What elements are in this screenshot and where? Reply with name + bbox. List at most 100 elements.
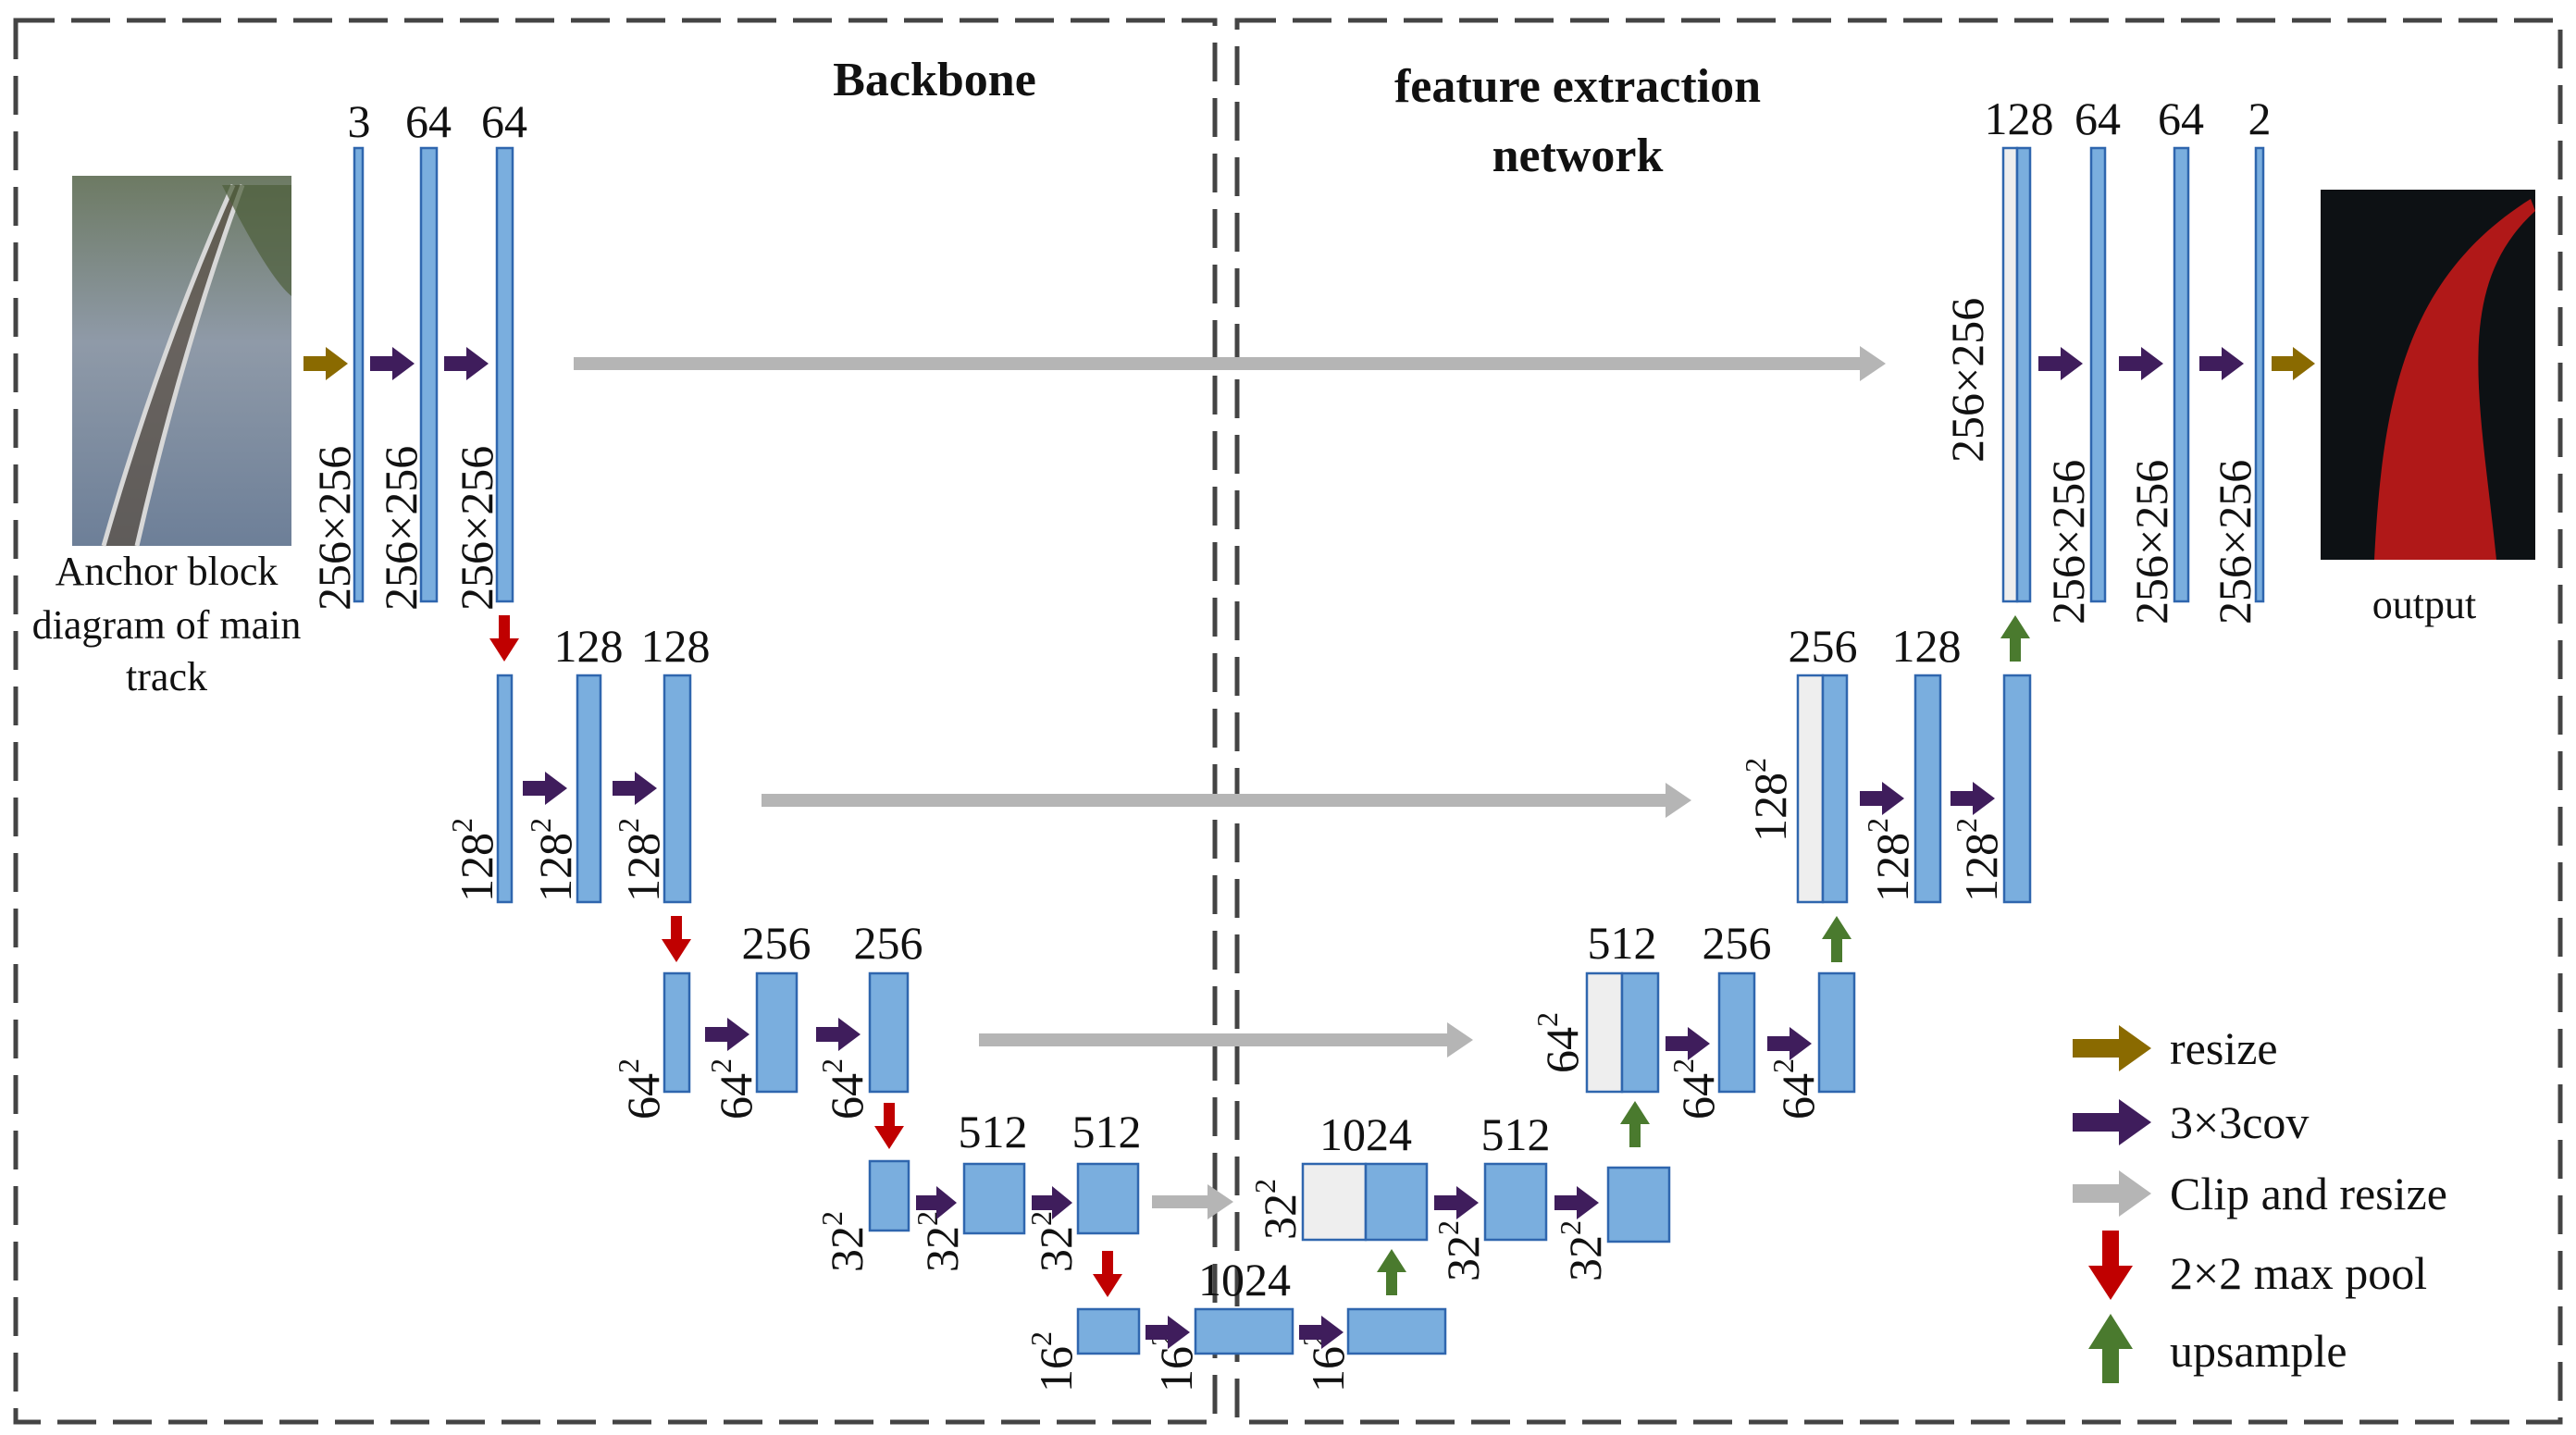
conv-arrow-dec3-1: [1666, 1027, 1710, 1060]
enc2-size-2: 1282: [524, 818, 581, 902]
enc1-channel-3: 64: [481, 95, 527, 147]
backbone-border: [13, 18, 1218, 1425]
enc2-size-1: 1282: [445, 818, 502, 902]
legend-resize-icon: [2073, 1025, 2151, 1071]
conv-arrow-enc3-1: [705, 1018, 749, 1051]
enc3-size-2: 642: [704, 1058, 762, 1120]
enc1-block-3: [495, 146, 514, 603]
feature-network-title-line2: network: [1492, 130, 1664, 182]
dec4-size-3: 322: [1554, 1220, 1611, 1281]
dec1-block-2: [2089, 146, 2107, 603]
dec1-channel-4: 2: [2248, 93, 2272, 144]
legend-conv-icon: [2073, 1099, 2151, 1145]
enc1-size-3: 256×256: [451, 446, 502, 611]
dec3-block-1: [1620, 971, 1660, 1094]
legend-clip-label: Clip and resize: [2170, 1168, 2447, 1219]
bottleneck-block-2: [1194, 1307, 1294, 1355]
enc2-channel-1: 128: [554, 620, 624, 672]
skip-arrow-level2: [762, 783, 1691, 818]
enc1-size-1: 256×256: [308, 446, 360, 611]
dec4-block-1: [1364, 1162, 1429, 1242]
conv-arrow-dec4-1: [1434, 1186, 1479, 1219]
enc2-block-3: [663, 674, 692, 904]
resize-arrow-input: [303, 347, 348, 380]
dec1-copy-block: [2001, 146, 2019, 603]
enc4-block-1: [868, 1159, 910, 1232]
dec4-block-2: [1483, 1162, 1548, 1242]
dec2-size-2: 1282: [1861, 818, 1918, 902]
dec3-copy-block: [1585, 971, 1624, 1094]
dec2-block-2: [1913, 674, 1942, 904]
dec1-block-3: [2173, 146, 2190, 603]
upsample-arrow-1: [1377, 1249, 1406, 1295]
dec1-block-1: [2015, 146, 2032, 603]
dec1-size-2: 256×256: [2042, 460, 2094, 625]
skip-arrow-level4: [1152, 1184, 1233, 1219]
conv-arrow-dec2-2: [1951, 782, 1995, 815]
enc3-size-3: 642: [815, 1058, 873, 1120]
conv-arrow-enc4-1: [916, 1186, 957, 1219]
enc1-channel-1: 3: [348, 95, 371, 147]
conv-arrow-bottleneck-1: [1146, 1316, 1190, 1349]
dec4-copy-block: [1301, 1162, 1368, 1242]
dec1-size-4: 256×256: [2209, 460, 2260, 625]
pool-arrow-3: [874, 1103, 904, 1149]
feature-network-border: [1234, 18, 2563, 1425]
enc3-channel-1: 256: [742, 917, 811, 969]
enc3-block-2: [755, 971, 799, 1094]
dec1-channel-2: 64: [2074, 93, 2121, 144]
dec4-block-3: [1606, 1166, 1671, 1243]
conv-arrow-enc4-2: [1032, 1186, 1072, 1219]
conv-arrow-enc2-2: [613, 772, 657, 805]
enc3-channel-2: 256: [854, 917, 923, 969]
legend-conv-label: 3×3cov: [2170, 1096, 2309, 1148]
upsample-arrow-2: [1620, 1101, 1650, 1147]
conv-arrow-dec4-2: [1554, 1186, 1599, 1219]
output-caption: output: [2372, 582, 2476, 627]
dec3-channel-1: 512: [1588, 917, 1657, 969]
dec4-size-1: 322: [1248, 1179, 1306, 1240]
pool-arrow-4: [1093, 1251, 1122, 1297]
dec2-block-3: [2002, 674, 2032, 904]
enc4-size-2: 322: [910, 1211, 968, 1272]
input-caption-line2: diagram of main: [32, 602, 302, 648]
dec1-size-3: 256×256: [2125, 460, 2177, 625]
conv-arrow-dec3-2: [1767, 1027, 1812, 1060]
bottleneck-size-1: 162: [1024, 1331, 1082, 1392]
dec2-block-1: [1821, 674, 1849, 904]
enc2-block-1: [496, 674, 514, 904]
legend-clip-icon: [2073, 1170, 2151, 1217]
dec2-copy-block: [1796, 674, 1825, 904]
dec1-channel-1: 128: [1985, 93, 2054, 144]
input-image: [72, 176, 291, 547]
skip-arrow-level3: [979, 1022, 1473, 1058]
dec3-channel-2: 256: [1703, 917, 1772, 969]
enc4-size-3: 322: [1024, 1211, 1082, 1272]
legend-upsample-icon: [2088, 1314, 2133, 1383]
upsample-arrow-3: [1822, 916, 1852, 962]
dec4-channel-2: 512: [1481, 1108, 1551, 1160]
enc3-size-1: 642: [612, 1058, 669, 1120]
bottleneck-block-1: [1076, 1307, 1141, 1355]
bottleneck-channel: 1024: [1198, 1254, 1291, 1305]
backbone-title: Backbone: [833, 54, 1036, 106]
input-caption-line3: track: [126, 654, 207, 699]
dec2-channel-1: 256: [1789, 620, 1858, 672]
conv-arrow-enc1-2: [444, 347, 489, 380]
conv-arrow-enc2-1: [523, 772, 567, 805]
enc3-block-1: [663, 971, 691, 1094]
dec1-channel-3: 64: [2158, 93, 2204, 144]
dec3-size-2: 642: [1666, 1058, 1724, 1120]
dec2-size-1: 1282: [1739, 758, 1796, 842]
conv-arrow-dec1-3: [2199, 347, 2244, 380]
conv-arrow-dec2-1: [1860, 782, 1904, 815]
conv-arrow-bottleneck-2: [1299, 1316, 1344, 1349]
enc1-block-1: [353, 146, 365, 603]
legend-resize-label: resize: [2170, 1022, 2278, 1074]
enc4-channel-1: 512: [959, 1106, 1028, 1157]
enc4-block-3: [1076, 1162, 1140, 1235]
legend-upsample-label: upsample: [2170, 1325, 2347, 1377]
feature-network-title: feature extraction: [1394, 60, 1761, 113]
resize-arrow-output: [2272, 347, 2315, 380]
conv-arrow-enc3-2: [816, 1018, 861, 1051]
